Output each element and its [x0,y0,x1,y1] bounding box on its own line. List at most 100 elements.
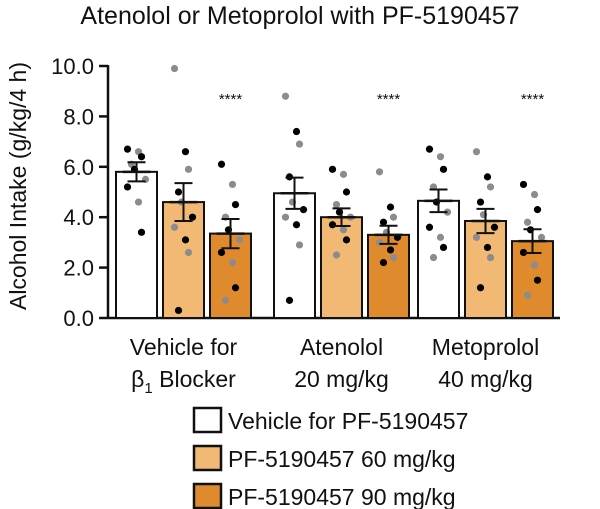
bar [115,170,158,319]
data-point [217,160,226,168]
x-group-label-line1: Atenolol [300,334,383,360]
data-point [386,203,395,211]
data-point [292,127,301,136]
data-point [295,140,304,148]
data-point [436,233,445,241]
data-point [123,183,132,191]
data-point [486,183,495,191]
x-group-label-line2: 40 mg/kg [438,366,533,392]
data-point [328,165,337,173]
legend-label: PF-5190457 60 mg/kg [228,446,456,472]
data-point [221,296,230,304]
data-point [292,221,301,229]
data-point [228,258,237,267]
significance-label: **** [377,91,401,108]
x-group-label-line2: β1 Blocker [131,366,236,397]
data-point [339,226,348,234]
data-point [530,190,539,199]
data-point [533,276,542,284]
points [123,64,546,315]
y-axis-label: Alcohol Intake (g/kg/4 h) [5,62,31,310]
bar [273,192,316,319]
data-point [235,236,244,244]
data-point [281,213,290,221]
data-point [228,180,237,189]
data-point [439,165,448,173]
y-tick-label: 2.0 [63,256,94,281]
y-tick-label: 8.0 [63,104,94,129]
x-group-label-line2: 20 mg/kg [294,366,389,392]
data-point [486,253,495,262]
data-point [519,180,528,189]
data-point [217,248,226,257]
data-point [123,145,132,153]
chart-title: Atenolol or Metoprolol with PF-5190457 [80,2,520,30]
data-point [137,228,146,236]
data-point [389,213,398,221]
data-point [386,246,395,254]
data-point [472,148,481,156]
data-point [174,306,183,315]
data-point [285,296,294,304]
data-point [425,223,434,231]
y-tick-label: 4.0 [63,205,94,230]
data-point [472,233,481,241]
data-point [379,258,388,267]
y-tick-label: 10.0 [51,54,94,79]
data-point [328,221,337,229]
legend-swatch [192,482,223,509]
x-group-label-line1: Metoprolol [432,334,539,360]
data-point [483,243,492,252]
data-point [439,243,448,252]
data-point [134,198,143,206]
data-point [490,223,499,231]
y-tick-label: 6.0 [63,155,94,180]
data-point [436,153,445,161]
legend: Vehicle for PF-5190457 PF-5190457 60 mg/k… [192,406,468,509]
data-point [425,145,434,153]
data-point [170,64,179,73]
data-point [181,148,190,156]
legend-label: PF-5190457 90 mg/kg [228,484,456,509]
data-point [231,284,240,292]
data-point [295,241,304,249]
data-point [174,188,183,196]
data-point [231,201,240,209]
data-point [533,206,542,214]
data-point [181,236,190,244]
bar [320,216,363,319]
data-point [476,198,485,206]
data-point [184,165,193,173]
data-point [530,261,539,269]
data-point [476,284,485,292]
data-point [389,253,398,262]
bar [417,199,460,320]
data-point [137,153,146,161]
data-point [342,188,351,196]
data-point [170,223,179,231]
data-point [375,238,384,246]
y-tick-label: 0.0 [63,306,94,331]
data-point [523,218,532,226]
data-point [188,213,197,221]
data-point [332,201,341,209]
legend-swatch [192,406,223,434]
bar [464,219,507,319]
data-point [281,92,290,100]
data-point [375,168,384,176]
data-point [429,253,438,262]
data-point [379,218,388,226]
x-group-label-line1: Vehicle for [130,334,238,360]
data-point [342,236,351,244]
data-point [537,233,546,241]
data-point [523,291,532,299]
x-axis-labels: Vehicle for β1 Blocker Atenolol 20 mg/kg Met… [130,334,539,397]
significance-label: **** [219,91,243,108]
data-point [184,248,193,257]
error-bars [122,161,547,254]
data-point [339,170,348,178]
data-point [483,173,492,181]
data-point [332,251,341,259]
